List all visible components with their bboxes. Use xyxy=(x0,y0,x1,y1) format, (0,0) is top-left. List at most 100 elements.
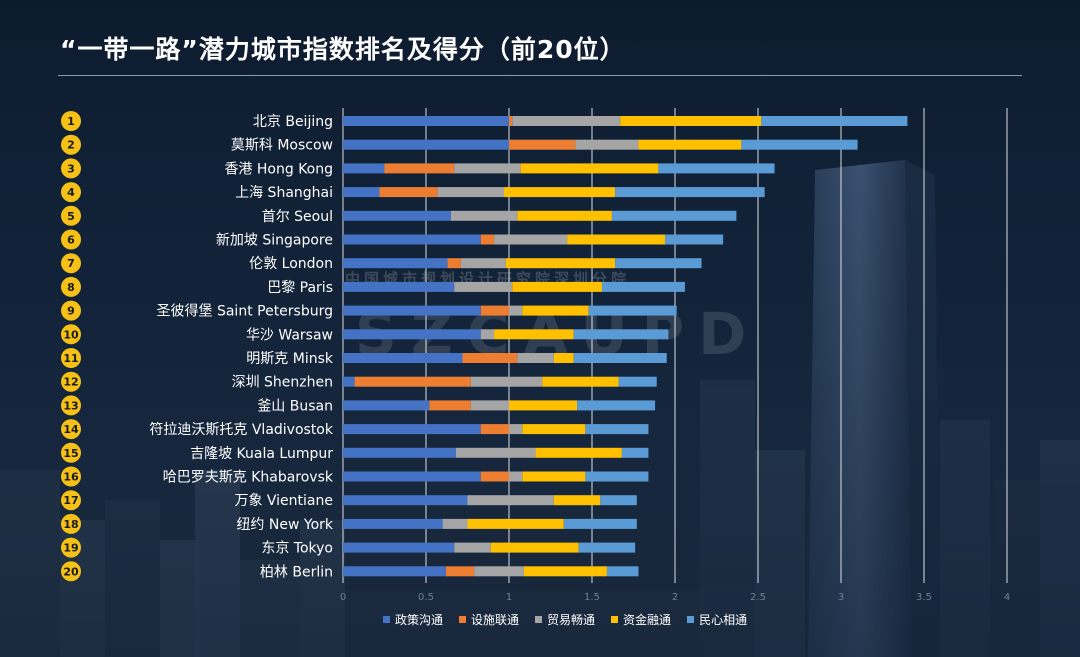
city-label: 釜山 Busan xyxy=(257,398,333,414)
rank-number: 4 xyxy=(67,186,75,199)
bar-segment xyxy=(600,495,637,506)
bar-segment xyxy=(437,187,505,198)
bar-segment xyxy=(354,376,471,387)
bar-segment xyxy=(343,187,380,198)
rank-badge xyxy=(61,253,81,274)
bar-segment xyxy=(454,163,521,174)
x-tick-label: 3.5 xyxy=(916,592,932,603)
city-labels: 北京 Beijing 1 莫斯科 Moscow 2 香港 Hong Kong 3 上海 Sh… xyxy=(61,111,334,582)
rank-badge xyxy=(61,229,81,250)
x-tick-label: 1 xyxy=(506,592,512,603)
bar-segment xyxy=(467,495,554,506)
rank-badge xyxy=(61,395,81,416)
x-tick-label: 4 xyxy=(1004,592,1010,603)
bar-segment xyxy=(480,471,509,482)
legend-swatch xyxy=(611,616,619,623)
bar-segment xyxy=(343,281,455,292)
bar-segment xyxy=(638,139,742,150)
city-label: 香港 Hong Kong xyxy=(224,161,333,177)
bar-segment xyxy=(611,210,737,221)
rank-badge xyxy=(61,490,81,511)
bar-segment xyxy=(523,566,607,577)
rank-number: 17 xyxy=(63,494,78,507)
bar-segment xyxy=(509,305,523,316)
bar-segment xyxy=(535,447,622,458)
rank-badge xyxy=(61,276,81,297)
legend-item: 设施联通 xyxy=(459,611,519,628)
bar-segment xyxy=(585,424,649,435)
bar-segment xyxy=(553,353,574,363)
rank-number: 6 xyxy=(67,234,75,247)
bar-segment xyxy=(520,163,659,174)
bar-segment xyxy=(504,187,616,198)
bar-segment xyxy=(474,566,524,577)
rank-number: 2 xyxy=(67,139,75,152)
city-label: 纽约 New York xyxy=(236,517,333,533)
rank-number: 13 xyxy=(63,399,78,412)
rank-number: 19 xyxy=(63,542,78,555)
city-label: 上海 Shanghai xyxy=(235,185,333,201)
bar-segment xyxy=(615,258,702,269)
bar-segment xyxy=(343,471,481,482)
bar-segment xyxy=(615,187,765,198)
bar-segment xyxy=(442,518,468,529)
title-divider xyxy=(58,75,1022,76)
bar-segment xyxy=(490,542,579,553)
bar-segment xyxy=(470,400,509,411)
legend-item: 贸易畅通 xyxy=(535,611,595,628)
bar-segment xyxy=(621,447,649,458)
bar-segment xyxy=(509,116,513,126)
bar-segment xyxy=(343,400,430,411)
bar-segment xyxy=(343,566,446,577)
bar-segment xyxy=(505,258,616,269)
bar-segment xyxy=(454,281,513,292)
bar-segment xyxy=(343,518,443,529)
legend-label: 设施联通 xyxy=(471,613,520,627)
bar-segment xyxy=(429,400,471,411)
bar-segment xyxy=(553,495,601,506)
x-tick-label: 0 xyxy=(340,592,346,603)
rank-badge xyxy=(61,466,81,487)
bar-segment xyxy=(578,542,636,553)
bar-segment xyxy=(522,471,586,482)
bar-segment xyxy=(343,542,455,553)
rank-badge xyxy=(61,134,81,155)
bar-segment xyxy=(343,210,451,221)
bar-segment xyxy=(606,566,639,577)
rank-number: 12 xyxy=(63,376,78,389)
city-label: 深圳 Shenzhen xyxy=(232,375,333,391)
rank-number: 5 xyxy=(67,210,75,223)
city-label: 北京 Beijing xyxy=(253,114,333,130)
rank-badge xyxy=(61,561,81,582)
bar-segment xyxy=(585,471,649,482)
rank-number: 20 xyxy=(63,565,79,578)
city-label: 哈巴罗夫斯克 Khabarovsk xyxy=(163,470,334,486)
rank-badge xyxy=(61,111,81,131)
bar-segment xyxy=(620,116,762,126)
rank-number: 15 xyxy=(63,447,78,460)
legend-item: 政策沟通 xyxy=(383,611,443,628)
x-tick-label: 0.5 xyxy=(418,592,434,603)
bar-segment xyxy=(509,400,578,411)
rank-number: 1 xyxy=(67,115,75,128)
bar-segment xyxy=(601,281,685,292)
bar-segment xyxy=(563,518,637,529)
rank-badge xyxy=(61,158,81,179)
bar-segment xyxy=(480,329,495,340)
bar-segment xyxy=(450,210,518,221)
bar-segment xyxy=(343,424,481,435)
bar-segment xyxy=(467,518,564,529)
bar-segment xyxy=(462,353,518,363)
bar-segment xyxy=(575,139,639,150)
bar-segment xyxy=(343,139,509,150)
bar-segment xyxy=(343,353,463,363)
bar-segment xyxy=(379,187,438,198)
bar-segment xyxy=(343,447,456,458)
rank-badge xyxy=(61,419,81,440)
rank-number: 3 xyxy=(67,162,75,175)
bar-segment xyxy=(618,376,657,387)
rank-badge xyxy=(61,442,81,463)
bar-segment xyxy=(761,116,908,126)
bar-segment xyxy=(522,424,586,435)
